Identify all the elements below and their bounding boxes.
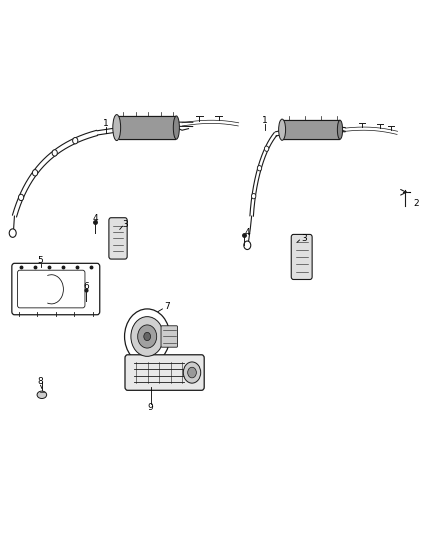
Circle shape [251, 193, 256, 199]
Circle shape [244, 241, 251, 249]
Text: 7: 7 [164, 302, 170, 311]
Ellipse shape [337, 120, 343, 139]
Circle shape [52, 150, 57, 156]
Circle shape [144, 333, 151, 341]
FancyBboxPatch shape [161, 326, 177, 347]
Circle shape [184, 362, 201, 383]
Circle shape [138, 325, 157, 348]
Text: 3: 3 [123, 220, 128, 229]
Circle shape [18, 194, 24, 200]
Circle shape [9, 229, 16, 237]
Circle shape [124, 309, 170, 364]
Circle shape [257, 166, 261, 171]
FancyBboxPatch shape [109, 217, 127, 259]
Circle shape [73, 138, 78, 144]
Ellipse shape [37, 391, 47, 399]
Text: 2: 2 [413, 199, 419, 208]
Text: 1: 1 [262, 116, 268, 125]
Ellipse shape [113, 115, 120, 141]
FancyBboxPatch shape [125, 355, 204, 390]
Ellipse shape [279, 119, 286, 140]
FancyBboxPatch shape [18, 270, 85, 308]
Text: 4: 4 [244, 228, 250, 237]
FancyBboxPatch shape [291, 235, 312, 279]
Circle shape [131, 317, 163, 357]
Text: 9: 9 [148, 403, 154, 412]
Text: 6: 6 [83, 282, 89, 291]
Circle shape [265, 146, 269, 151]
Circle shape [32, 169, 38, 176]
Text: 4: 4 [92, 214, 98, 223]
FancyBboxPatch shape [12, 263, 100, 315]
Text: 8: 8 [38, 377, 43, 386]
Text: 5: 5 [38, 256, 43, 265]
Text: 1: 1 [103, 119, 109, 128]
Ellipse shape [173, 116, 180, 139]
Circle shape [187, 367, 196, 378]
Text: 3: 3 [301, 234, 307, 243]
